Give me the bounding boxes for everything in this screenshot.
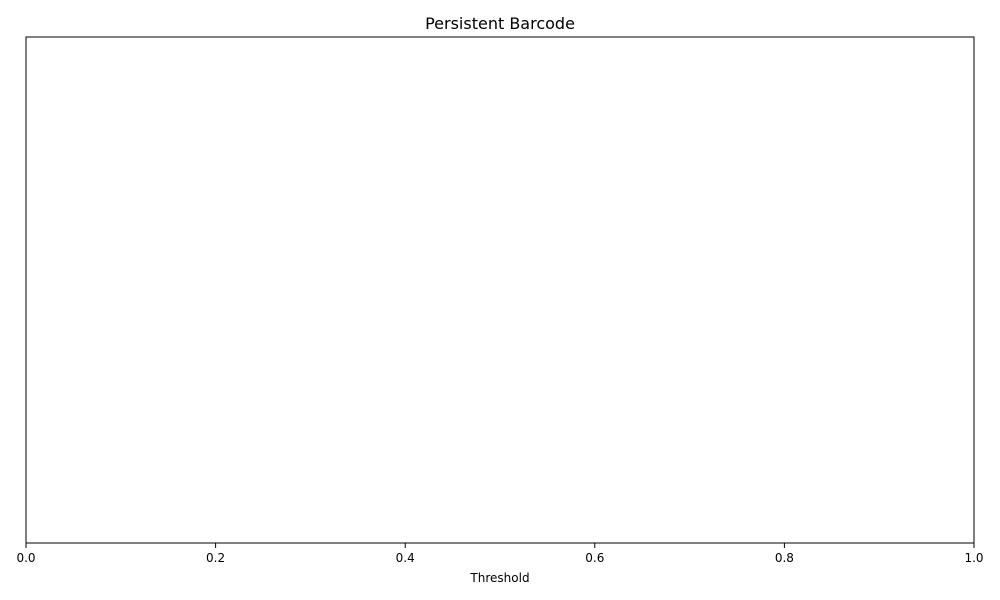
plot-area-frame: [25, 36, 975, 544]
x-tick-label: 0.6: [585, 551, 604, 565]
x-tick-label: 0.0: [16, 551, 35, 565]
x-tick-label: 1.0: [964, 551, 983, 565]
chart-title: Persistent Barcode: [425, 14, 575, 33]
x-axis-ticks: 0.0 0.2 0.4 0.6 0.8 1.0: [16, 543, 984, 565]
x-tick-label: 0.8: [775, 551, 794, 565]
x-axis-label: Threshold: [469, 571, 529, 585]
x-tick-label: 0.2: [206, 551, 225, 565]
x-tick-label: 0.4: [396, 551, 415, 565]
